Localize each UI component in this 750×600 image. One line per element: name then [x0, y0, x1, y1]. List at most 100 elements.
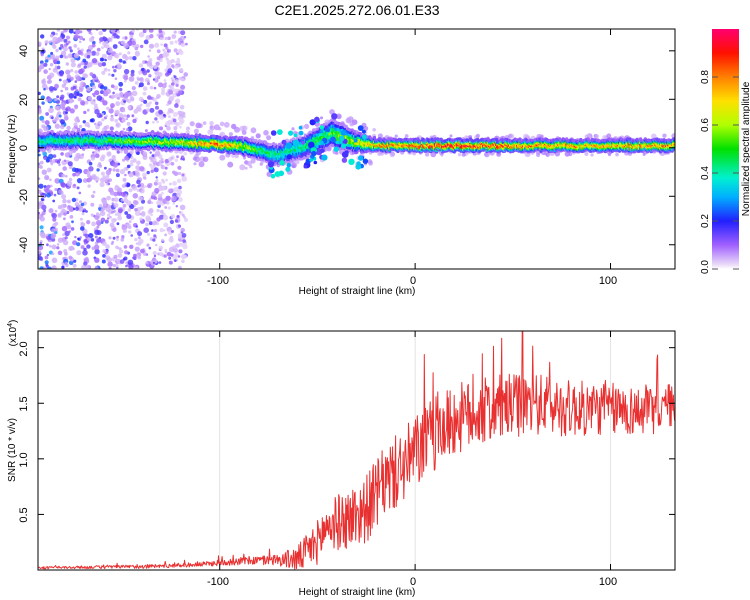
spectrogram-noise-point	[109, 126, 114, 131]
spectrogram-noise-point	[63, 29, 68, 33]
spectrogram-noise-point	[91, 194, 95, 198]
spectrogram-noise-point	[183, 217, 189, 222]
spectrogram-noise-point	[107, 73, 111, 76]
spectrogram-noise-point	[111, 94, 116, 99]
spectrogram-noise-point	[54, 187, 58, 192]
spectrogram-noise-point	[158, 109, 164, 115]
spectrogram-noise-point	[169, 182, 172, 186]
spectrogram-noise-point	[171, 230, 174, 233]
spectrogram-noise-point	[62, 239, 69, 246]
spectrogram-noise-point	[79, 217, 83, 221]
spectrogram-noise-point	[74, 168, 80, 173]
spectrogram-noise-point	[48, 107, 54, 114]
spectrogram-noise-point	[138, 238, 144, 244]
spectrogram-faint-point	[642, 153, 646, 156]
spectrogram-noise-point	[44, 174, 50, 181]
spectrogram-noise-point	[138, 96, 144, 102]
spectrogram-noise-point	[51, 244, 57, 250]
spectrogram-noise-point	[179, 125, 182, 129]
spectrogram-noise-point	[152, 261, 156, 265]
spectrogram-noise-point	[54, 97, 58, 102]
spectrogram-faint-point	[228, 132, 233, 137]
spectrogram-noise-point	[120, 198, 124, 202]
spectrogram-noise-point	[115, 173, 120, 178]
spectrogram-noise-point	[162, 171, 167, 176]
spectrogram-noise-point	[161, 238, 165, 242]
spectrogram-faint-point	[372, 128, 377, 132]
spectrogram-faint-point	[404, 134, 409, 138]
spectrogram-noise-point	[80, 100, 86, 106]
spectrogram-noise-point	[154, 117, 158, 121]
spectrogram-faint-point	[202, 121, 207, 125]
spectrogram-noise-point	[130, 69, 135, 74]
spectrogram-noise-point	[92, 151, 95, 154]
spectrogram-noise-point	[156, 208, 160, 213]
spectrogram-noise-point	[154, 75, 158, 79]
spectrogram-noise-point	[62, 166, 67, 171]
spectrogram-faint-point	[345, 117, 352, 124]
spectrogram-noise-point	[109, 215, 112, 219]
figure-title: C2E1.2025.272.06.01.E33	[274, 2, 439, 18]
spectrogram-noise-point	[170, 58, 175, 64]
spectrogram-noise-point	[108, 236, 112, 240]
spectrogram-noise-point	[155, 179, 158, 183]
spectrogram-noise-point	[75, 75, 82, 82]
spectrogram-noise-point	[167, 100, 172, 105]
spectrogram-noise-point	[182, 158, 185, 161]
spectrogram-noise-point	[132, 56, 137, 61]
spectrogram-noise-point	[107, 217, 110, 220]
spectrogram-noise-point	[179, 204, 186, 211]
spectrogram-noise-point	[148, 49, 152, 52]
spectrogram-noise-point	[174, 64, 179, 69]
spectrogram-noise-point	[107, 37, 112, 42]
spectrogram-noise-point	[141, 189, 145, 193]
spectrogram-noise-point	[123, 68, 130, 75]
spectrogram-faint-point	[461, 152, 466, 157]
spectrogram-noise-point	[55, 32, 58, 36]
spectrogram-noise-point	[38, 256, 43, 261]
spectrogram-noise-point	[172, 181, 177, 186]
spectrogram-noise-point	[148, 101, 152, 105]
spectrogram-noise-point	[129, 203, 135, 210]
spectrogram-faint-point	[193, 162, 197, 166]
spectrogram-ridge-point	[194, 133, 198, 137]
spectrogram-noise-point	[47, 266, 52, 269]
spectrogram-noise-point	[154, 187, 160, 194]
spectrogram-noise-point	[39, 60, 44, 65]
spectrogram-noise-point	[46, 167, 52, 173]
spectrogram-noise-point	[118, 117, 122, 121]
spectrogram-noise-point	[38, 43, 42, 47]
spectrogram-noise-point	[107, 55, 113, 61]
spectrogram-noise-point	[157, 204, 161, 208]
spectrogram-noise-point	[178, 211, 182, 214]
spectrogram-noise-point	[138, 31, 145, 38]
spectrogram-noise-point	[145, 261, 149, 265]
spectrogram-noise-point	[124, 173, 127, 177]
spectrogram-noise-point	[56, 243, 60, 246]
spectrogram-noise-point	[155, 105, 159, 110]
spectrogram-noise-point	[55, 55, 60, 60]
spectrogram-noise-point	[142, 172, 147, 178]
spectrogram-noise-point	[56, 95, 60, 99]
spectrogram-noise-point	[164, 206, 168, 209]
spectrogram-noise-point	[167, 48, 171, 53]
spectrogram-noise-point	[164, 158, 169, 164]
spectrogram-noise-point	[105, 244, 110, 249]
spectrogram-noise-point	[94, 90, 100, 96]
spectrogram-noise-point	[146, 232, 151, 236]
spectrogram-noise-point	[118, 58, 123, 63]
spectrogram-noise-point	[67, 40, 71, 44]
spectrogram-noise-point	[104, 219, 109, 224]
spectrogram-noise-point	[57, 213, 62, 218]
spectrogram-noise-point	[162, 180, 166, 184]
spectrogram-noise-point	[146, 170, 150, 175]
spectrogram-noise-point	[68, 260, 74, 266]
spectrogram-noise-point	[56, 60, 61, 65]
spectrogram-faint-point	[263, 130, 269, 136]
spectrogram-noise-point	[181, 78, 185, 82]
spectrogram-noise-point	[148, 208, 154, 214]
spectrogram-noise-point	[116, 222, 120, 226]
spectrogram-noise-point	[124, 155, 129, 161]
spectrogram-noise-point	[164, 36, 168, 41]
spectrogram-noise-point	[112, 44, 118, 49]
